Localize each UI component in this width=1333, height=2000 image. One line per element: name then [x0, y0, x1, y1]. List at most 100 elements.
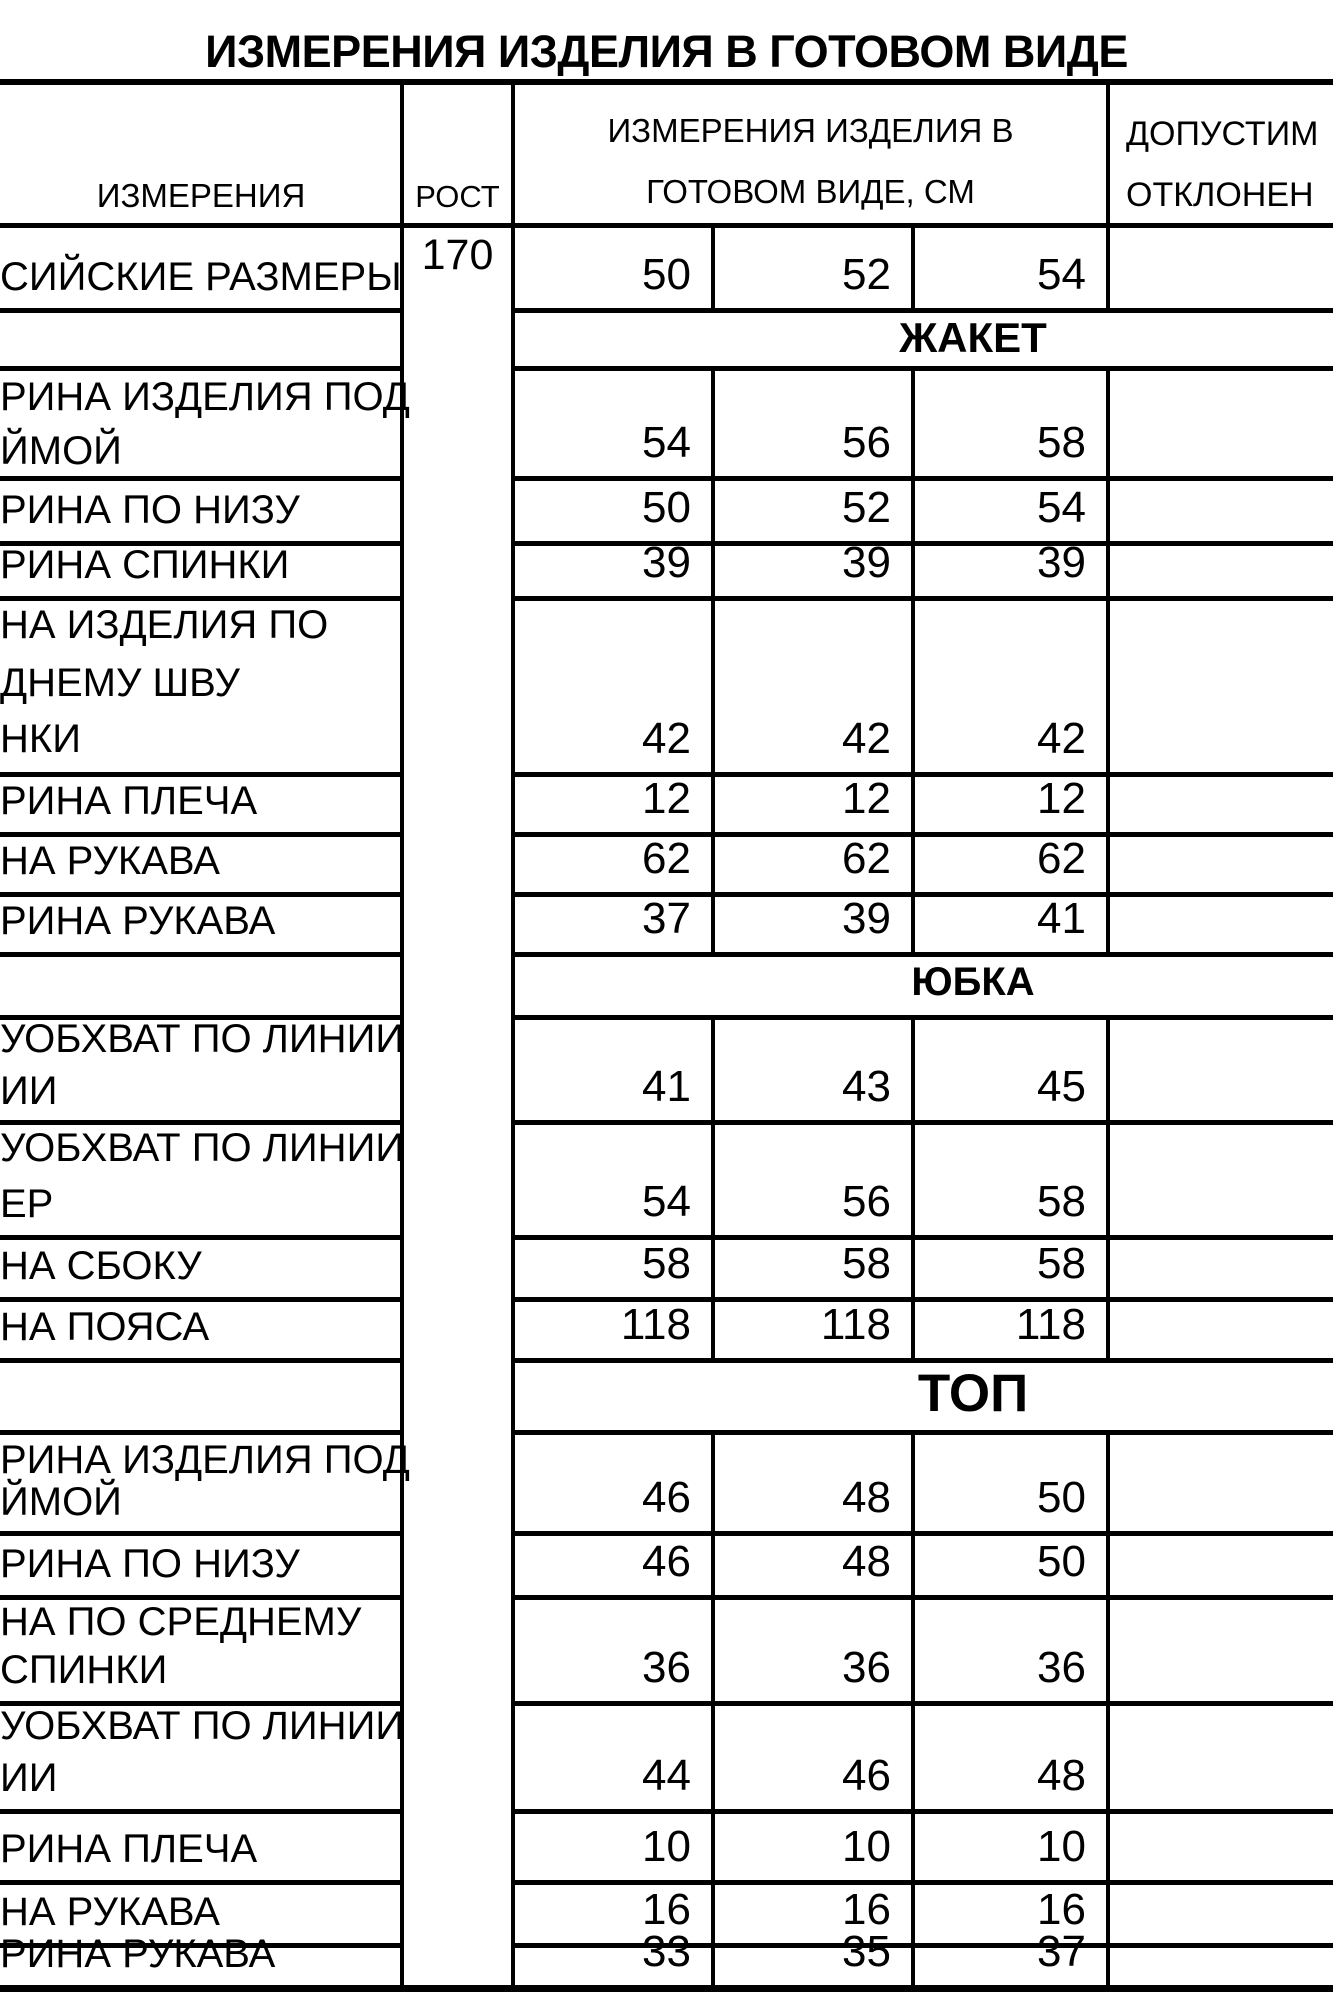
- cell-value: 10: [1037, 1822, 1086, 1871]
- cell-value: 35: [842, 1927, 891, 1976]
- v-line: [911, 1430, 915, 1985]
- h-line: [511, 1880, 1333, 1885]
- h-line: [0, 1015, 404, 1020]
- h-line: [511, 1531, 1333, 1536]
- row-label: НА ПОЯСА: [0, 1305, 210, 1349]
- cell-value: 43: [842, 1062, 891, 1111]
- h-line: [511, 1015, 1333, 1020]
- h-line: [0, 1430, 404, 1435]
- cell-value: 12: [642, 774, 691, 823]
- v-line-allowance-col: [1106, 366, 1110, 952]
- row-label: РИНА РУКАВА: [0, 1932, 276, 1976]
- h-line: [0, 541, 404, 546]
- row-label: НА ПО СРЕДНЕМУ: [0, 1600, 362, 1644]
- h-line: [0, 832, 404, 837]
- cell-value: 52: [842, 483, 891, 532]
- cell-value: 39: [1037, 538, 1086, 587]
- cell-value: 50: [1037, 1537, 1086, 1586]
- h-line: [0, 772, 404, 777]
- cell-value: 58: [1037, 418, 1086, 467]
- header-height: РОСТ: [415, 179, 500, 214]
- cell-value: 118: [820, 1300, 891, 1349]
- row-label: ЙМОЙ: [0, 1480, 122, 1524]
- size-value: 54: [1037, 250, 1086, 299]
- v-line: [711, 1430, 715, 1985]
- cell-value: 50: [1037, 1473, 1086, 1522]
- cell-value: 58: [842, 1239, 891, 1288]
- row-label: ДНЕМУ ШВУ: [0, 661, 240, 705]
- v-line: [711, 366, 715, 952]
- header-finished-line2: ГОТОВОМ ВИДЕ, СМ: [646, 173, 975, 210]
- cell-value: 39: [642, 538, 691, 587]
- v-line: [911, 223, 915, 308]
- h-line: [511, 596, 1333, 601]
- h-line: [0, 308, 404, 313]
- h-line: [0, 1358, 404, 1363]
- header-finished-line1: ИЗМЕРЕНИЯ ИЗДЕЛИЯ В: [607, 112, 1014, 149]
- cell-value: 10: [642, 1822, 691, 1871]
- h-line: [0, 1531, 404, 1536]
- v-line-allowance-col: [1106, 1430, 1110, 1985]
- h-line: [511, 1297, 1333, 1302]
- h-line: [0, 1943, 404, 1948]
- h-line: [511, 366, 1333, 371]
- cell-value: 62: [1037, 834, 1086, 883]
- row-label: РИНА ПЛЕЧА: [0, 779, 258, 823]
- cell-value: 36: [842, 1643, 891, 1692]
- header-allowance-line1: ДОПУСТИМ: [1126, 115, 1319, 153]
- h-line: [511, 541, 1333, 546]
- row-label: РИНА ПЛЕЧА: [0, 1827, 258, 1871]
- h-line: [511, 1120, 1333, 1125]
- cell-value: 54: [642, 1177, 691, 1226]
- h-line: [511, 1943, 1333, 1948]
- cell-value: 54: [1037, 483, 1086, 532]
- cell-value: 12: [1037, 774, 1086, 823]
- cell-value: 118: [620, 1300, 691, 1349]
- row-label: ЙМОЙ: [0, 429, 122, 473]
- h-line: [0, 1595, 404, 1600]
- row-label: СПИНКИ: [0, 1648, 168, 1692]
- row-label: НА СБОКУ: [0, 1244, 202, 1288]
- cell-value: 118: [1015, 1300, 1086, 1349]
- row-label: НА РУКАВА: [0, 839, 220, 883]
- cell-value: 36: [642, 1643, 691, 1692]
- v-line-allowance-col: [1106, 79, 1110, 308]
- cell-value: 48: [842, 1537, 891, 1586]
- v-line: [711, 223, 715, 308]
- cell-value: 45: [1037, 1062, 1086, 1111]
- row-label: РИНА СПИНКИ: [0, 543, 290, 587]
- cell-value: 62: [842, 834, 891, 883]
- cell-value: 42: [842, 714, 891, 763]
- h-line: [511, 772, 1333, 777]
- cell-value: 56: [842, 1177, 891, 1226]
- row-label: УОБХВАТ ПО ЛИНИИ: [0, 1017, 405, 1061]
- cell-value: 56: [842, 418, 891, 467]
- cell-value: 48: [842, 1473, 891, 1522]
- v-line-label-col: [400, 79, 404, 1992]
- row-label: ИИ: [0, 1756, 58, 1800]
- v-line: [911, 366, 915, 952]
- row-label: РИНА ИЗДЕЛИЯ ПОД: [0, 375, 410, 419]
- cell-value: 10: [842, 1822, 891, 1871]
- h-line: [0, 476, 404, 481]
- h-line: [511, 832, 1333, 837]
- cell-value: 58: [1037, 1239, 1086, 1288]
- h-line: [0, 596, 404, 601]
- h-line: [0, 952, 404, 957]
- page-title: ИЗМЕРЕНИЯ ИЗДЕЛИЯ В ГОТОВОМ ВИДЕ: [205, 26, 1128, 77]
- cell-value: 54: [642, 418, 691, 467]
- section-header-jacket: ЖАКЕТ: [899, 314, 1047, 361]
- cell-value: 58: [1037, 1177, 1086, 1226]
- h-line: [511, 1595, 1333, 1600]
- size-value: 50: [642, 250, 691, 299]
- h-line: [0, 1235, 404, 1240]
- cell-value: 39: [842, 538, 891, 587]
- cell-value: 42: [1037, 714, 1086, 763]
- row-label: РИНА РУКАВА: [0, 899, 276, 943]
- cell-value: 62: [642, 834, 691, 883]
- header-allowance-line2: ОТКЛОНЕН: [1126, 176, 1314, 214]
- table-top-border: [0, 79, 1333, 85]
- cell-value: 37: [1037, 1927, 1086, 1976]
- cell-value: 39: [842, 894, 891, 943]
- cell-value: 58: [642, 1239, 691, 1288]
